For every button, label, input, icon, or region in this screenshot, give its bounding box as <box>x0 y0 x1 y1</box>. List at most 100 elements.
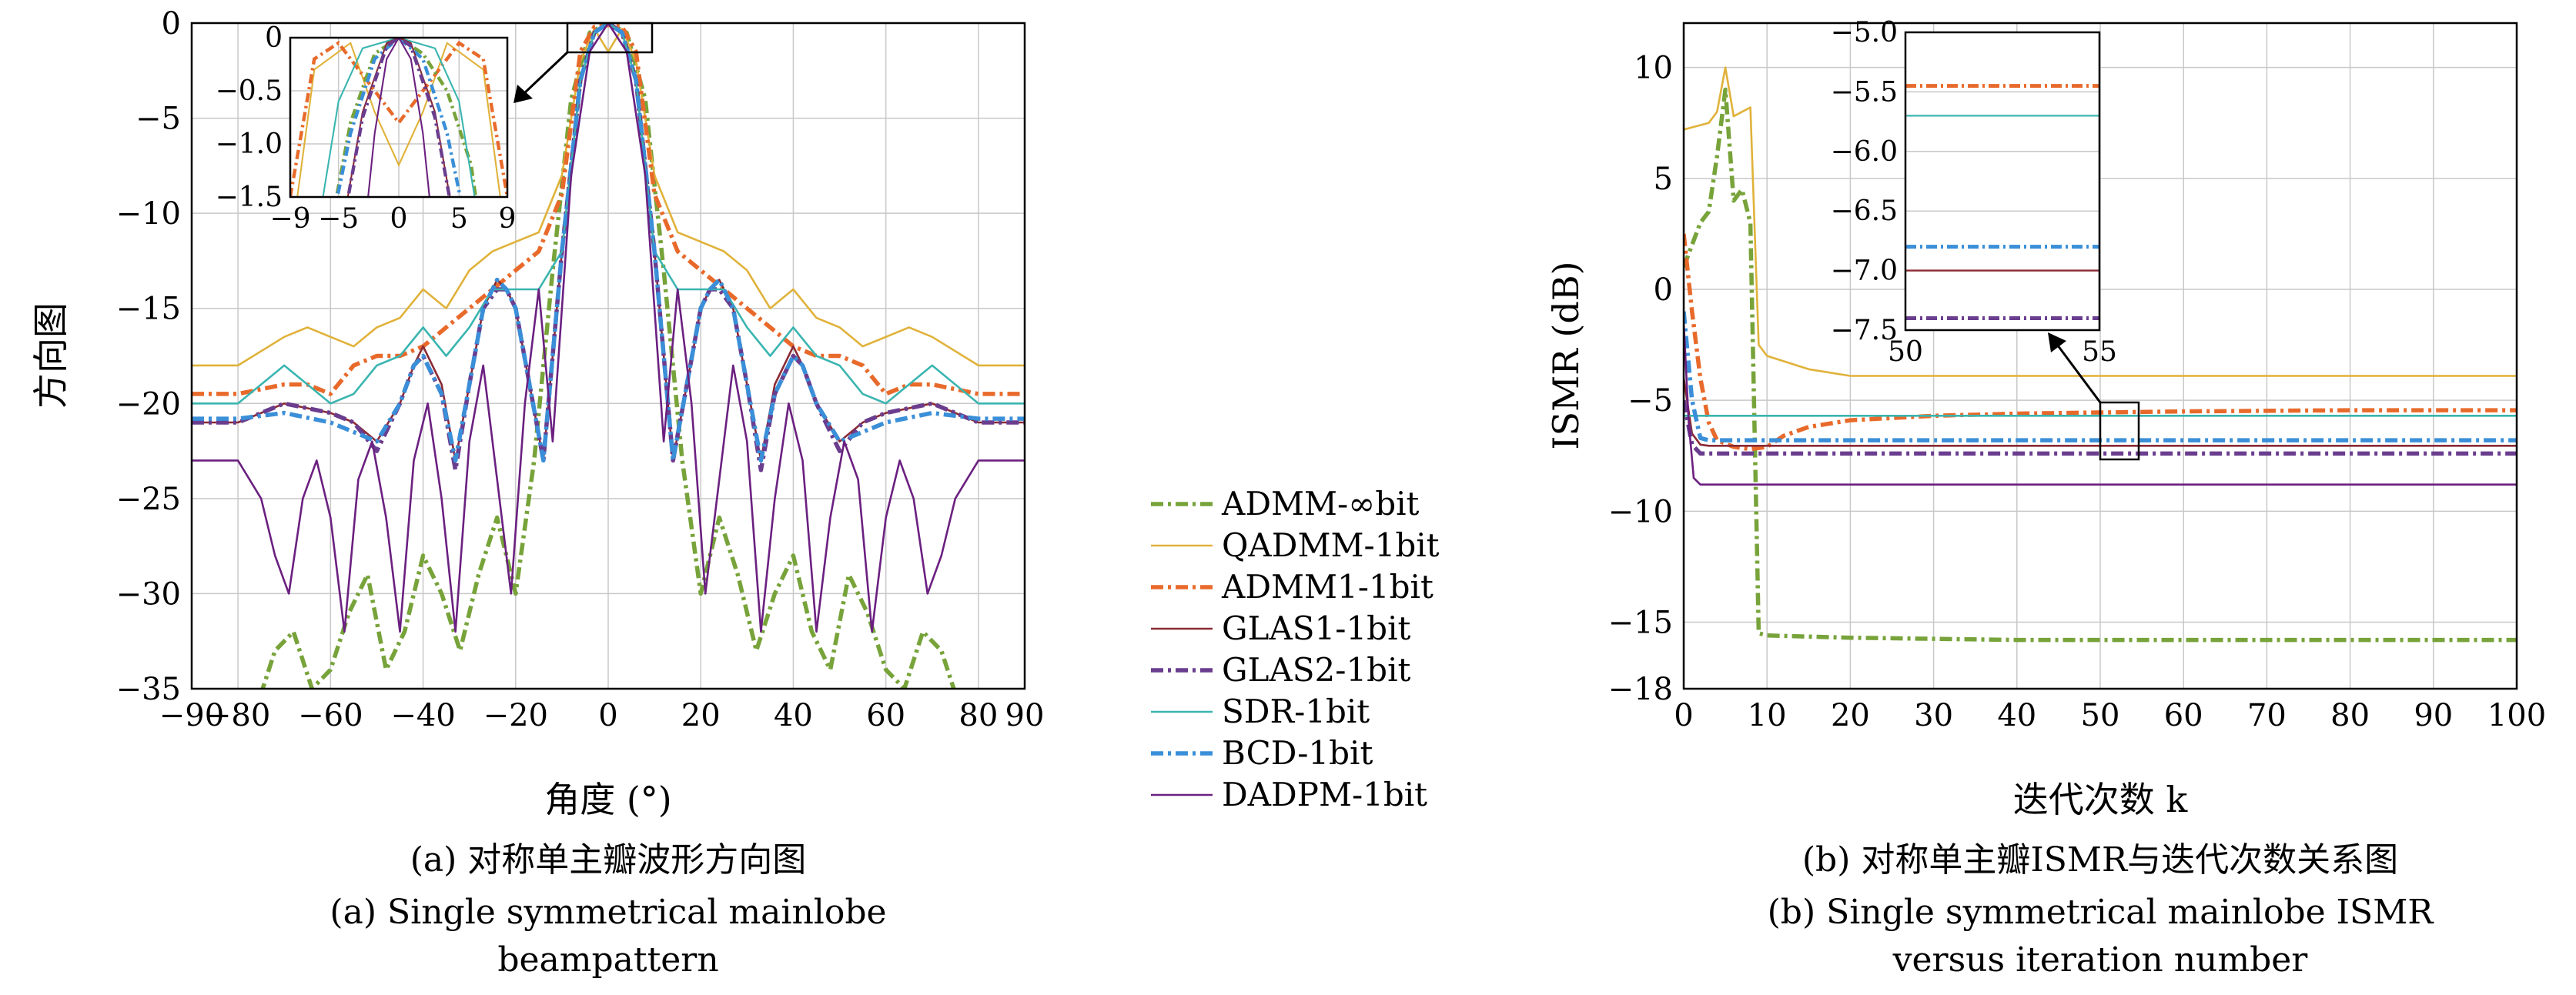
right-y-tick-label: −15 <box>1608 606 1673 641</box>
right-x-label: 迭代次数 k <box>2013 779 2189 820</box>
right-inset-y-ticks: −5.0 −5.5 −6.0 −6.5 −7.0 −7.5 <box>1831 17 1898 346</box>
legend-item-dadpm-1bit: DADPM-1bit <box>1151 776 1427 813</box>
legend-label: ADMM1-1bit <box>1221 568 1434 606</box>
left-inset-x-tick-label: 0 <box>390 203 408 235</box>
left-series-bcd-1bit <box>192 23 1025 463</box>
legend-item-admm1-1bit: ADMM1-1bit <box>1151 568 1434 606</box>
right-inset-y-tick-label: −5.0 <box>1831 17 1898 48</box>
left-y-tick-label: −20 <box>116 386 181 422</box>
right-zoom-arrowhead <box>2048 332 2066 352</box>
right-y-tick-label: −10 <box>1608 494 1673 529</box>
left-y-tick-label: −10 <box>116 196 181 232</box>
left-zoom-box <box>566 22 654 54</box>
left-inset: −9 −5 0 5 9 0 −0.5 −1.0 −1.5 <box>216 22 517 235</box>
legend-label: SDR-1bit <box>1222 693 1370 730</box>
right-plot-frame <box>1682 22 2518 690</box>
right-x-tick-label: 50 <box>2081 698 2120 733</box>
right-x-tick-label: 30 <box>1914 698 1953 733</box>
right-x-tick-label: 0 <box>1674 698 1693 733</box>
legend-label: BCD-1bit <box>1222 734 1373 772</box>
left-inset-series-bcd-1bit <box>335 38 463 197</box>
left-x-tick-label: 90 <box>1005 698 1045 733</box>
right-inset-y-tick-label: −6.5 <box>1831 195 1898 227</box>
left-inset-x-tick-label: 9 <box>499 203 517 235</box>
left-inset-series-dadpm-1bit <box>367 38 430 197</box>
right-inset-bg <box>1905 32 2099 330</box>
left-x-tick-label: 20 <box>681 698 721 733</box>
right-inset-y-tick-label: −6.0 <box>1831 136 1898 168</box>
left-series-dadpm-1bit <box>192 23 1025 633</box>
left-inset-y-ticks: 0 −0.5 −1.0 −1.5 <box>216 22 283 213</box>
right-caption-en-2: versus iteration number <box>1892 940 2309 980</box>
left-inset-x-tick-label: −5 <box>318 203 359 235</box>
right-series-admm-bit <box>1684 87 2517 643</box>
right-inset-series <box>1905 84 2099 320</box>
left-x-ticks: −90−80 −60 −40 −20 0 20 40 60 80 90 <box>159 698 1045 733</box>
left-x-tick-label: −20 <box>483 698 548 733</box>
right-y-ticks: 10 5 0 −5 −10 −15 −18 <box>1608 51 1673 707</box>
left-y-tick-label: 0 <box>162 6 181 42</box>
left-inset-series-glas1-1bit <box>346 38 451 197</box>
left-inset-series-admm1-1bit <box>290 40 507 197</box>
right-caption-cn: (b) 对称单主瓣ISMR与迭代次数关系图 <box>1802 840 2398 880</box>
legend-item-glas2-1bit: GLAS2-1bit <box>1151 651 1410 689</box>
right-y-tick-label: −18 <box>1608 672 1673 707</box>
right-x-tick-label: 20 <box>1831 698 1870 733</box>
right-y-tick-label: 0 <box>1654 272 1673 308</box>
left-x-label: 角度 (°) <box>544 779 672 820</box>
left-y-label: 方向图 <box>30 302 72 409</box>
legend-label: GLAS1-1bit <box>1222 609 1410 647</box>
left-inset-x-ticks: −9 −5 0 5 9 <box>269 203 516 235</box>
right-x-ticks: 0 10 20 30 40 50 60 70 80 90 100 <box>1674 698 2546 733</box>
left-zoom-arrowhead <box>514 85 533 103</box>
left-x-tick-label: −80 <box>206 698 270 733</box>
left-caption-cn: (a) 对称单主瓣波形方向图 <box>410 840 807 880</box>
right-series-qadmm-1bit <box>1684 66 2517 377</box>
left-series-sdr-1bit <box>192 23 1025 405</box>
right-caption-en-1: (b) Single symmetrical mainlobe ISMR <box>1768 893 2435 932</box>
right-x-tick-label: 80 <box>2330 698 2370 733</box>
legend-label: QADMM-1bit <box>1222 526 1440 564</box>
left-inset-series <box>290 38 507 197</box>
legend-item-qadmm-1bit: QADMM-1bit <box>1151 526 1440 564</box>
right-y-label: ISMR (dB) <box>1545 261 1587 449</box>
right-x-tick-label: 60 <box>2164 698 2203 733</box>
left-inset-x-tick-label: 5 <box>450 203 468 235</box>
left-y-tick-label: −35 <box>116 672 181 707</box>
legend-item-sdr-1bit: SDR-1bit <box>1151 693 1370 730</box>
left-inset-y-tick-label: −1.0 <box>216 129 283 160</box>
left-inset-x-tick-label: −9 <box>269 203 310 235</box>
left-series-admm-bit <box>260 23 956 689</box>
right-y-tick-label: 10 <box>1634 51 1673 86</box>
right-y-tick-label: −5 <box>1628 383 1673 419</box>
left-inset-series-sdr-1bit <box>322 38 476 197</box>
left-x-tick-label: 80 <box>958 698 998 733</box>
legend-item-bcd-1bit: BCD-1bit <box>1151 734 1373 772</box>
left-inset-series-qadmm-1bit <box>296 42 501 197</box>
left-y-tick-label: −25 <box>116 482 181 517</box>
left-zoom-arrow <box>522 51 569 95</box>
left-caption-en-2: beampattern <box>497 940 718 980</box>
legend-item-glas1-1bit: GLAS1-1bit <box>1151 609 1410 647</box>
left-y-ticks: 0 −5 −10 −15 −20 −25 −30 −35 <box>116 6 181 707</box>
left-x-tick-label: 40 <box>774 698 813 733</box>
legend-label: GLAS2-1bit <box>1222 651 1410 689</box>
right-series-dadpm-1bit <box>1684 322 2517 486</box>
left-y-tick-label: −30 <box>116 576 181 612</box>
right-x-tick-label: 40 <box>1997 698 2036 733</box>
right-inset: 50 55 −5.0 −5.5 −6.0 −6.5 −7.0 −7.5 <box>1831 17 2117 368</box>
right-x-tick-label: 70 <box>2247 698 2287 733</box>
left-x-tick-label: −90 <box>159 698 224 733</box>
left-inset-y-tick-label: −0.5 <box>216 75 283 107</box>
right-inset-x-tick-label: 50 <box>1888 336 1923 368</box>
left-inset-y-tick-label: 0 <box>265 22 283 54</box>
left-inset-frame <box>289 36 509 199</box>
left-x-tick-label: 60 <box>866 698 905 733</box>
right-x-tick-label: 100 <box>2487 698 2546 733</box>
left-x-tick-label: 0 <box>598 698 617 733</box>
legend-item-admm-bit: ADMM-∞bit <box>1151 485 1420 523</box>
right-zoom-arrow <box>2054 342 2102 403</box>
left-caption-en-1: (a) Single symmetrical mainlobe <box>330 893 886 932</box>
